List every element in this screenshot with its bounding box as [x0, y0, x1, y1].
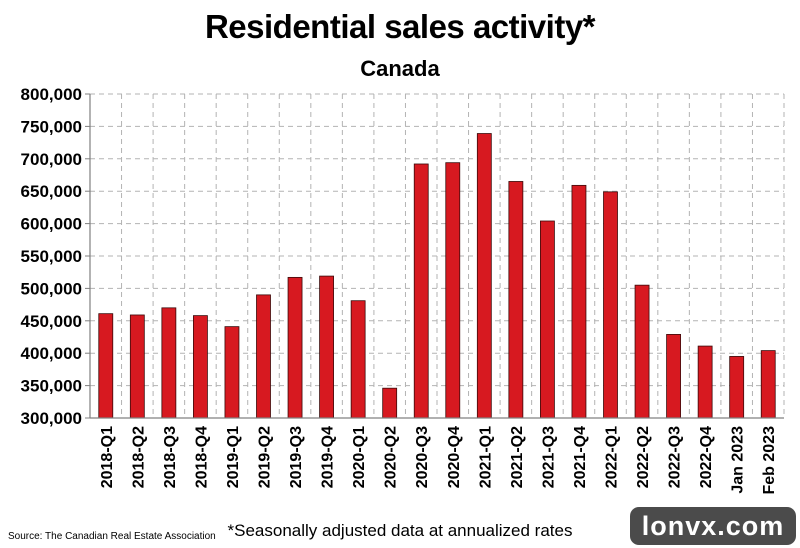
y-tick-label: 450,000	[21, 312, 82, 331]
x-tick-label: 2021-Q3	[540, 426, 557, 488]
x-tick-label: 2021-Q4	[572, 426, 589, 488]
x-tick-label: 2020-Q1	[351, 426, 368, 488]
x-tick-label: 2021-Q2	[509, 426, 526, 488]
bar	[540, 220, 555, 419]
x-tick-label: Jan 2023	[730, 426, 747, 494]
y-tick-label: 800,000	[21, 85, 82, 104]
bar	[224, 326, 240, 419]
y-tick-label: 750,000	[21, 117, 82, 136]
gridlines	[90, 93, 785, 418]
x-tick-label: 2018-Q2	[130, 426, 147, 488]
bar	[697, 345, 713, 419]
bar	[760, 350, 776, 419]
bar	[508, 181, 524, 419]
y-tick-label: 550,000	[21, 247, 82, 266]
chart-title: Residential sales activity*	[204, 8, 596, 45]
bars	[98, 133, 776, 419]
x-tick-label: 2019-Q1	[225, 426, 242, 488]
x-tick-label: 2022-Q1	[604, 426, 621, 488]
bar	[571, 184, 587, 419]
bar	[193, 315, 208, 419]
bar	[256, 294, 271, 419]
bar	[319, 275, 334, 419]
bar	[161, 307, 177, 419]
x-tick-label: 2022-Q4	[698, 426, 715, 488]
bar	[350, 300, 366, 419]
bar	[666, 334, 681, 419]
bar	[634, 284, 650, 419]
x-tick-label: 2021-Q1	[477, 426, 494, 488]
y-tick-label: 650,000	[21, 182, 82, 201]
bar	[603, 191, 618, 419]
watermark-badge: lonvx.com	[630, 507, 796, 545]
source-note: Source: The Canadian Real Estate Associa…	[8, 531, 216, 542]
x-tick-label: 2020-Q4	[446, 426, 463, 488]
x-tick-label: 2019-Q2	[257, 426, 274, 488]
bar	[729, 356, 745, 419]
x-tick-label: 2019-Q3	[288, 426, 305, 488]
bar	[129, 314, 145, 419]
x-tick-label: 2018-Q1	[99, 426, 116, 488]
bar	[413, 163, 429, 419]
x-tick-label: 2022-Q3	[667, 426, 684, 488]
y-tick-label: 600,000	[21, 215, 82, 234]
x-tick-labels: 2018-Q1 2018-Q2 2018-Q3 2018-Q4 2019-Q1 2019-…	[99, 426, 778, 495]
x-tick-label: 2018-Q4	[193, 426, 210, 488]
bar	[98, 313, 114, 419]
y-tick-label: 400,000	[21, 344, 82, 363]
chart-subtitle: Canada	[360, 56, 440, 81]
bar	[287, 276, 303, 419]
bar	[476, 133, 492, 419]
axes	[85, 93, 784, 419]
y-tick-label: 300,000	[21, 409, 82, 428]
bar	[382, 387, 398, 419]
y-tick-label: 700,000	[21, 150, 82, 169]
x-tick-label: 2020-Q3	[414, 426, 431, 488]
bar	[445, 162, 461, 419]
x-tick-label: 2022-Q2	[635, 426, 652, 488]
y-tick-label: 350,000	[21, 377, 82, 396]
x-tick-label: 2020-Q2	[383, 426, 400, 488]
x-tick-label: 2018-Q3	[162, 426, 179, 488]
y-tick-labels: 300,000 350,000 400,000 450,000 500,000 550,0…	[21, 85, 82, 428]
y-tick-label: 500,000	[21, 279, 82, 298]
x-tick-label: 2019-Q4	[320, 426, 337, 488]
x-tick-label: Feb 2023	[761, 426, 778, 495]
footnote: *Seasonally adjusted data at annualized …	[227, 521, 573, 540]
